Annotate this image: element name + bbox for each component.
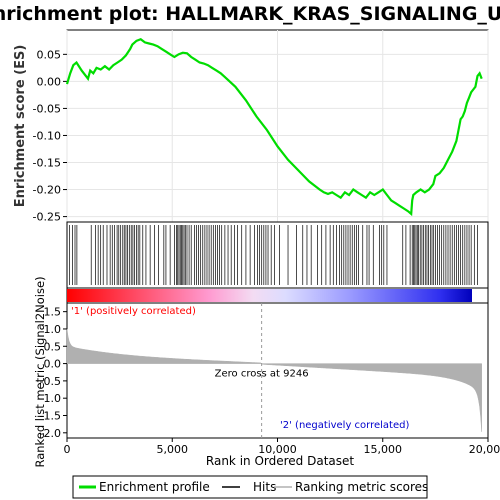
metric-y-tick-label: -1.0 (40, 392, 61, 405)
metric-y-tick-label: 1.5 (44, 306, 62, 319)
metric-y-tick-label: 0.0 (44, 358, 62, 371)
x-tick-label: 15,000 (364, 443, 403, 456)
negative-correlated-label: '2' (negatively correlated) (280, 420, 409, 431)
es-y-label: Enrichment score (ES) (13, 45, 28, 208)
x-tick-label: 5,000 (157, 443, 189, 456)
metric-y-ticks: 1.5 1.0 0.5 0.0 -0.5 -1.0 -1.5 -2.0 (40, 306, 67, 440)
metric-y-tick-label: -1.5 (40, 410, 61, 423)
zero-cross-label: Zero cross at 9246 (215, 369, 309, 380)
positive-correlated-label: '1' (positively correlated) (71, 306, 196, 317)
es-y-tick-label: -0.20 (33, 184, 61, 197)
es-y-tick-label: -0.10 (33, 129, 61, 142)
metric-y-label: Ranked list metric (Signal2Noise) (33, 276, 47, 467)
es-y-tick-label: -0.15 (33, 157, 61, 170)
es-y-ticks: 0.05 0.00 -0.05 -0.10 -0.15 -0.20 -0.25 (33, 48, 67, 224)
hits-panel-frame (66, 221, 489, 289)
es-line-group (65, 37, 483, 217)
metric-y-tick-label: -0.5 (40, 375, 61, 388)
legend-label-es: Enrichment profile (99, 480, 210, 494)
metric-y-tick-label: 0.5 (44, 340, 62, 353)
metric-y-tick-label: 1.0 (44, 323, 62, 336)
x-tick-label: 10,000 (258, 443, 297, 456)
legend-box (72, 475, 428, 499)
es-y-tick-label: -0.05 (33, 102, 61, 115)
chart-title: Enrichment plot: HALLMARK_KRAS_SIGNALING… (0, 3, 500, 25)
es-gridlines (66, 30, 489, 222)
x-axis-ticks: 0 5,000 10,000 15,000 20,000 (64, 438, 500, 456)
rank-color-band (67, 289, 472, 302)
es-y-tick-label: -0.25 (33, 211, 61, 224)
legend-label-hits: Hits (253, 480, 276, 494)
metric-group (66, 328, 482, 432)
legend-label-metric: Ranking metric scores (295, 480, 428, 494)
x-tick-label: 20,000 (469, 443, 500, 456)
hits-group (69, 225, 478, 285)
es-y-tick-label: 0.05 (37, 48, 62, 61)
es-y-tick-label: 0.00 (37, 75, 62, 88)
x-tick-label: 0 (64, 443, 71, 456)
metric-y-tick-label: -2.0 (40, 427, 61, 440)
metric-area (66, 328, 482, 432)
es-line (65, 37, 483, 217)
x-axis-label: Rank in Ordered Dataset (206, 454, 354, 468)
